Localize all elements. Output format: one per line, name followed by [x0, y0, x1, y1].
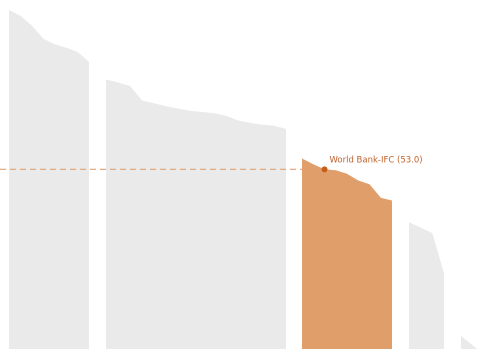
muted-area [461, 335, 477, 349]
highlight-marker [321, 166, 328, 173]
highlighted-area [302, 158, 392, 349]
muted-area [409, 222, 444, 349]
area-groups [9, 10, 477, 349]
muted-area [9, 10, 89, 349]
muted-area [106, 79, 286, 349]
annotation-label: World Bank-IFC (53.0) [330, 155, 423, 165]
